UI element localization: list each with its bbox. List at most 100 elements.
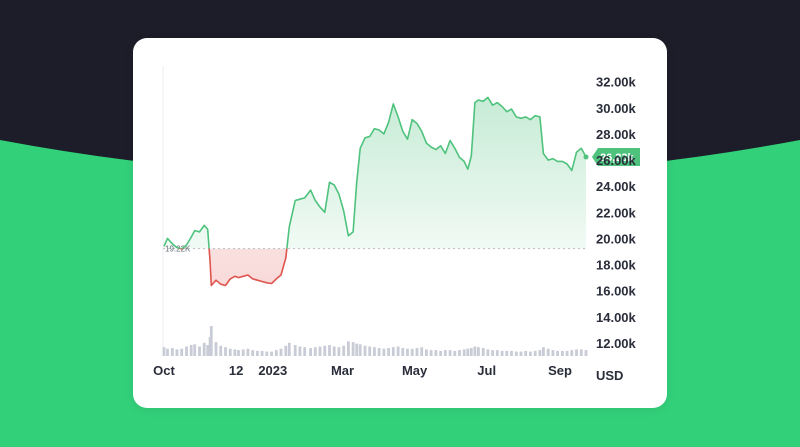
volume-bar (579, 349, 583, 356)
volume-bar (260, 350, 264, 356)
volume-bar (377, 348, 381, 356)
volume-bar (166, 348, 169, 356)
last-price-marker: 26,23k (583, 148, 640, 166)
volume-bar (391, 347, 395, 356)
volume-bar (309, 348, 312, 356)
y-tick-label: 22.00k (596, 205, 637, 220)
volume-bar (561, 350, 564, 356)
volume-bar (510, 350, 513, 356)
volume-bar (284, 345, 288, 356)
volume-bar (373, 347, 376, 356)
y-tick-label: 20.00k (596, 231, 637, 246)
volume-bar (241, 349, 245, 356)
y-tick-label: 26.00k (596, 153, 637, 168)
volume-bar (265, 351, 269, 356)
y-tick-label: 28.00k (596, 127, 637, 142)
volume-bar (193, 344, 197, 356)
volume-bar (202, 342, 206, 356)
last-price-badge (592, 148, 640, 166)
price-area (164, 97, 586, 286)
volume-bar (425, 349, 428, 356)
volume-bar (347, 341, 350, 356)
x-tick-label: 12 (229, 363, 243, 378)
volume-bar (410, 348, 414, 356)
area-up (164, 97, 586, 249)
volume-bar (175, 349, 179, 356)
volume-bar (524, 350, 528, 356)
volume-bar (328, 345, 331, 356)
y-tick-label: 14.00k (596, 310, 637, 325)
volume-bar (439, 350, 442, 356)
volume-bar (473, 346, 477, 356)
volume-bar (533, 350, 537, 356)
volume-bar (293, 345, 297, 356)
volume-bar (219, 345, 223, 356)
volume-bar (406, 348, 409, 356)
x-tick-label: May (402, 363, 428, 378)
volume-bar (237, 350, 240, 356)
volume-bar (401, 348, 405, 356)
volume-bar (584, 350, 588, 356)
volume-bar (355, 343, 359, 356)
area-down (180, 248, 287, 286)
volume-bar (495, 350, 499, 356)
volume-bar (486, 349, 490, 356)
volume-bar (458, 350, 461, 356)
volume-bar (453, 350, 457, 356)
volume-bar (170, 348, 174, 356)
volume-bar (270, 351, 273, 356)
y-tick-label: 18.00k (596, 258, 637, 273)
volume-bar (274, 350, 278, 356)
y-tick-label: 12.00k (596, 336, 637, 351)
x-tick-label: Oct (153, 363, 175, 378)
y-axis: 32.00k 30.00k 28.00k 26.00k 24.00k 22.00k 20.0… (596, 75, 637, 351)
price-line (163, 96, 587, 287)
volume-bar (209, 326, 213, 356)
volume-bar (368, 346, 372, 356)
x-tick-label: 2023 (258, 363, 287, 378)
volume-bar (466, 348, 470, 356)
volume-bar (538, 350, 542, 356)
y-tick-label: 32.00k (596, 75, 637, 90)
volume-bar (429, 350, 433, 356)
volume-bar (332, 346, 336, 356)
volume-bar (224, 347, 227, 356)
volume-bar (351, 342, 355, 356)
volume-bar (387, 348, 390, 356)
y-tick-label: 30.00k (596, 101, 637, 116)
volume-bar (246, 348, 250, 356)
last-point (583, 154, 589, 160)
volume-bar (565, 350, 569, 356)
volume-bar (481, 348, 485, 356)
volume-bar (500, 350, 504, 356)
volume-bar (206, 345, 210, 356)
volume-bar (575, 349, 578, 356)
line-down (177, 248, 288, 287)
chart-card: 19.22K 26,23k 32.00k 30.00k 28.00k 26.00k 24… (133, 38, 667, 408)
volume-bar (514, 351, 518, 356)
volume-bar (318, 346, 322, 356)
volume-bar (551, 350, 555, 356)
volume-bar (228, 348, 232, 356)
volume-bar (298, 346, 302, 356)
volume-bar (415, 348, 419, 356)
volume-bar (180, 348, 184, 356)
volume-bar (434, 350, 438, 356)
volume-bar (519, 351, 523, 356)
volume-bar (443, 350, 447, 356)
y-tick-label: 16.00k (596, 284, 637, 299)
baseline-label: 19.22K (165, 245, 191, 254)
volume-bar (469, 348, 473, 356)
currency-label: USD (596, 368, 623, 383)
volume-bar (570, 350, 574, 356)
x-tick-label: Jul (477, 363, 496, 378)
x-tick-label: Sep (548, 363, 572, 378)
x-axis: Oct 12 2023 Mar May Jul Sep (153, 363, 572, 378)
volume-bar (251, 350, 255, 356)
volume-bar (162, 347, 166, 356)
volume-bar (448, 350, 452, 356)
volume-bar (323, 345, 327, 356)
volume-bar (546, 348, 550, 356)
volume-bar (185, 346, 188, 356)
last-price-label: 26,23k (600, 152, 635, 164)
